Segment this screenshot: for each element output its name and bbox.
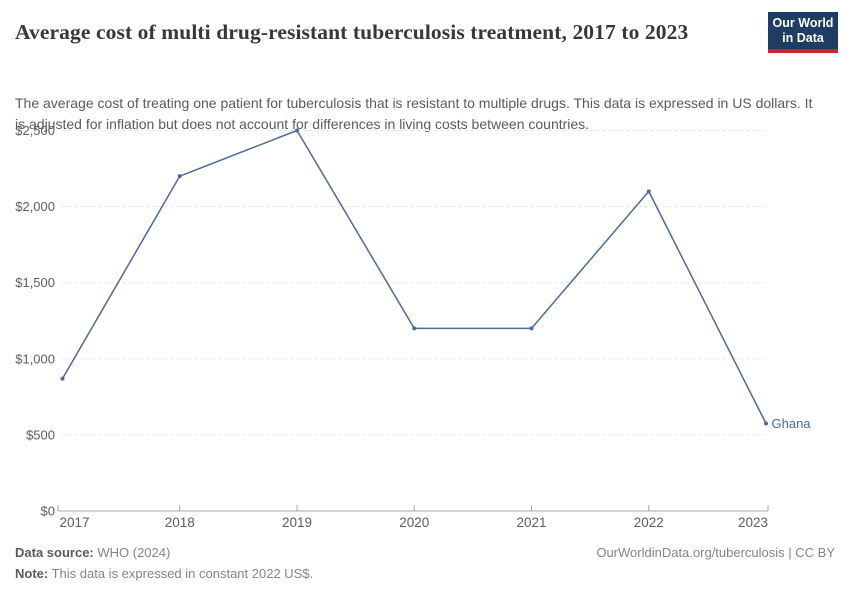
owid-logo-line1: Our World [772, 16, 834, 30]
data-point[interactable] [646, 189, 651, 194]
note-value: This data is expressed in constant 2022 … [48, 566, 314, 581]
data-source-line: Data source: WHO (2024) [15, 545, 170, 560]
x-tick-label: 2018 [165, 515, 195, 530]
owid-logo-redbar [768, 49, 838, 53]
x-tick-label: 2023 [738, 515, 768, 530]
note-label: Note: [15, 566, 49, 581]
y-tick-label: $2,500 [15, 123, 55, 138]
data-point[interactable] [412, 326, 417, 331]
x-tick-label: 2022 [634, 515, 664, 530]
data-source-value: WHO (2024) [93, 545, 171, 560]
x-tick-label: 2021 [516, 515, 546, 530]
chart-line-ghana[interactable] [61, 129, 767, 425]
entity-label[interactable]: Ghana [772, 416, 812, 431]
data-source-label: Data source: [15, 545, 94, 560]
data-point[interactable] [60, 376, 65, 381]
x-tick-label: 2020 [399, 515, 429, 530]
data-point[interactable] [529, 326, 534, 331]
y-tick-label: $500 [26, 427, 55, 442]
y-tick-label: $0 [41, 504, 55, 519]
y-tick-label: $2,000 [15, 199, 55, 214]
owid-logo[interactable]: Our World in Data [768, 12, 838, 53]
data-point[interactable] [177, 174, 182, 179]
y-tick-label: $1,500 [15, 275, 55, 290]
chart-title: Average cost of multi drug-resistant tub… [15, 20, 689, 44]
owid-logo-line2: in Data [782, 31, 824, 45]
y-tick-label: $1,000 [15, 351, 55, 366]
x-tick-label: 2017 [60, 515, 90, 530]
x-tick-label: 2019 [282, 515, 312, 530]
data-point[interactable] [764, 421, 768, 426]
data-point[interactable] [295, 128, 299, 133]
owid-logo-box: Our World in Data [768, 12, 838, 49]
chart-subtitle: The average cost of treating one patient… [15, 95, 813, 132]
chart-footer: Data source: WHO (2024) OurWorldinData.o… [15, 543, 835, 584]
owid-link[interactable]: OurWorldinData.org/tuberculosis | CC BY [596, 545, 835, 560]
